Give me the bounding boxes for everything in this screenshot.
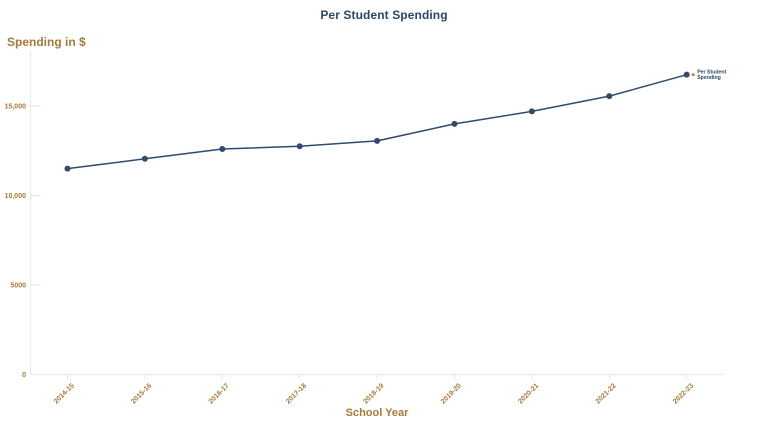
y-axis-title: Spending in $ xyxy=(7,35,86,49)
y-tick-label: 0 xyxy=(22,372,26,379)
x-tick-label: 2019-20 xyxy=(440,382,463,405)
x-tick-label: 2018-19 xyxy=(362,382,385,405)
x-tick-label: 2017-18 xyxy=(285,382,308,405)
data-point-marker xyxy=(141,155,148,162)
data-point-marker xyxy=(64,165,71,172)
y-tick-label: 5000 xyxy=(10,283,26,290)
x-tick-label: 2016-17 xyxy=(208,382,231,405)
x-axis-title: School Year xyxy=(345,407,409,419)
y-tick-label: 15,000 xyxy=(5,104,27,111)
series-end-label: Spending xyxy=(697,75,721,81)
data-point-marker xyxy=(683,71,690,78)
x-tick-label: 2020-21 xyxy=(517,382,540,405)
x-tick-label: 2015-16 xyxy=(130,382,153,405)
data-point-marker xyxy=(374,137,381,144)
chart-title: Per Student Spending xyxy=(320,8,448,22)
series-end-label: Per Student xyxy=(697,70,726,76)
data-point-marker xyxy=(219,145,226,152)
data-point-marker xyxy=(296,143,303,150)
series-line xyxy=(67,73,687,170)
x-tick-label: 2021-22 xyxy=(595,382,618,405)
data-point-marker xyxy=(606,93,613,100)
x-tick-label: 2014-15 xyxy=(53,382,76,405)
y-tick-label: 10,000 xyxy=(5,193,27,200)
data-point-marker xyxy=(528,108,535,115)
x-tick-label: 2022-23 xyxy=(672,382,695,405)
data-point-marker xyxy=(451,120,458,127)
series-end-leader xyxy=(691,73,695,76)
